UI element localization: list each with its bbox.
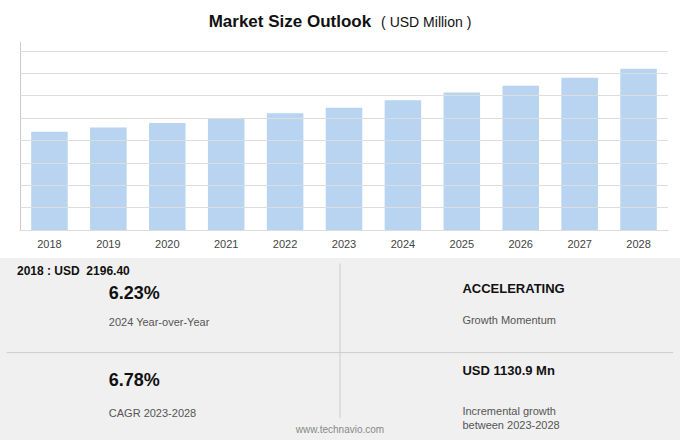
svg-text:Growth Momentum: Growth Momentum [462,314,556,326]
svg-text:between 2023-2028: between 2023-2028 [462,419,559,431]
svg-text:6.78%: 6.78% [109,370,160,390]
svg-text:2020: 2020 [155,238,179,250]
svg-text:2026: 2026 [508,238,532,250]
svg-text:Market Size Outlook: Market Size Outlook [209,12,372,31]
svg-text:2018: 2018 [37,238,61,250]
svg-text:USD 1130.9 Mn: USD 1130.9 Mn [462,363,555,378]
svg-text:2021: 2021 [214,238,238,250]
svg-text:ACCELERATING: ACCELERATING [462,281,564,296]
svg-text:www.technavio.com: www.technavio.com [295,424,384,435]
svg-text:2023: 2023 [332,238,356,250]
svg-text:2019: 2019 [96,238,120,250]
svg-text:2024 Year-over-Year: 2024 Year-over-Year [109,316,210,328]
svg-text:2018 : USD 2196.40: 2018 : USD 2196.40 [17,264,130,278]
svg-text:6.23%: 6.23% [109,283,160,303]
svg-text:2022: 2022 [273,238,297,250]
svg-text:2025: 2025 [450,238,474,250]
svg-text:( USD Million ): ( USD Million ) [381,14,471,30]
svg-text:2024: 2024 [391,238,415,250]
svg-text:2028: 2028 [626,238,650,250]
svg-text:CAGR 2023-2028: CAGR 2023-2028 [109,407,196,419]
svg-text:2027: 2027 [567,238,591,250]
svg-text:Incremental growth: Incremental growth [462,405,556,417]
